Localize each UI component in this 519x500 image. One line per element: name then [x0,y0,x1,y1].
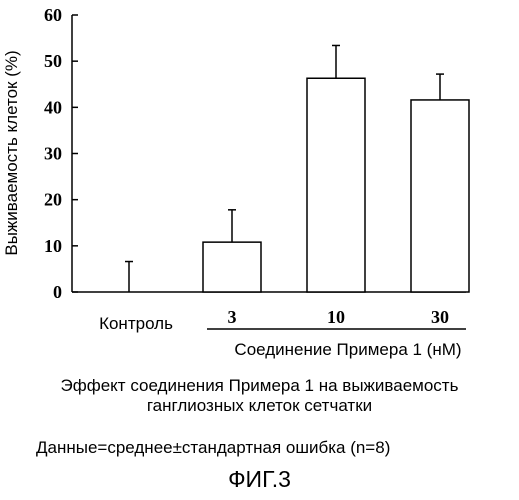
caption-line-2: ганглиозных клеток сетчатки [0,396,519,415]
footnote: Данные=среднее±стандартная ошибка (n=8) [36,438,390,458]
bar [411,100,469,292]
bar-chart: Выживаемость клеток (%) 0 10 20 30 40 50 60 Ко… [0,0,519,370]
x-tick-label: 10 [327,307,345,327]
bar [307,78,365,292]
y-axis-label: Выживаемость клеток (%) [2,50,21,255]
caption-line-1: Эффект соединения Примера 1 на выживаемо… [0,376,519,395]
figure-label: ФИГ.3 [0,466,519,493]
y-tick-label: 60 [44,5,62,25]
y-tick-label: 40 [44,97,62,117]
y-tick-label: 30 [44,144,62,164]
y-tick-label: 50 [44,51,62,71]
x-tick-label: 30 [431,307,449,327]
x-axis-label: Соединение Примера 1 (нМ) [234,340,461,359]
y-tick-label: 20 [44,190,62,210]
y-tick-label: 10 [44,236,62,256]
bar [203,242,261,292]
x-tick-label: 3 [228,307,237,327]
y-tick-label: 0 [53,282,62,302]
x-tick-label: Контроль [99,314,173,333]
